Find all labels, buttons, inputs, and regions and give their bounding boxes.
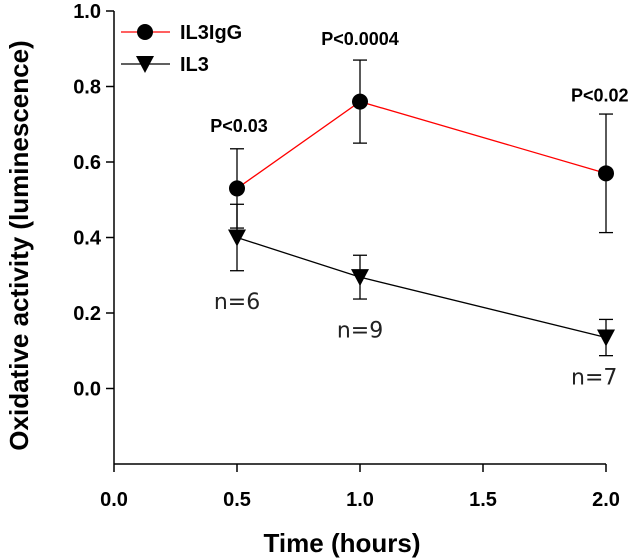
data-point-triangle (597, 330, 615, 347)
p-value-annotation: P<0.0004 (321, 29, 399, 49)
data-point-circle (352, 94, 368, 110)
legend-label: IL3 (180, 54, 209, 76)
y-tick-label: 0.4 (73, 228, 102, 250)
p-value-annotation: P<0.03 (210, 116, 268, 136)
x-axis-title: Time (hours) (264, 528, 421, 558)
y-tick-label: 0.8 (73, 77, 101, 99)
data-point-triangle (228, 230, 246, 247)
sample-size-annotation: n=9 (337, 319, 383, 344)
x-tick-label: 2.0 (592, 489, 620, 511)
data-point-circle (598, 165, 614, 181)
y-tick-label: 1.0 (73, 1, 101, 23)
series-line-il3igg (237, 102, 606, 189)
sample-size-annotation: n=6 (214, 290, 260, 315)
y-axis-title: Oxidative activity (luminescence) (4, 40, 34, 450)
legend-label: IL3IgG (180, 22, 242, 44)
p-value-annotation: P<0.02 (571, 86, 629, 106)
data-point-circle (229, 180, 245, 196)
data-point-triangle (351, 269, 369, 286)
x-tick-label: 1.0 (346, 489, 374, 511)
y-tick-label: 0.2 (73, 303, 101, 325)
x-tick-label: 0.0 (100, 489, 128, 511)
x-tick-label: 0.5 (223, 489, 251, 511)
series-line-il3 (237, 238, 606, 338)
y-tick-label: 0.6 (73, 152, 101, 174)
x-tick-label: 1.5 (469, 489, 497, 511)
sample-size-annotation: n=7 (571, 366, 617, 391)
legend-marker-circle (137, 24, 153, 40)
y-tick-label: 0.0 (73, 379, 101, 401)
